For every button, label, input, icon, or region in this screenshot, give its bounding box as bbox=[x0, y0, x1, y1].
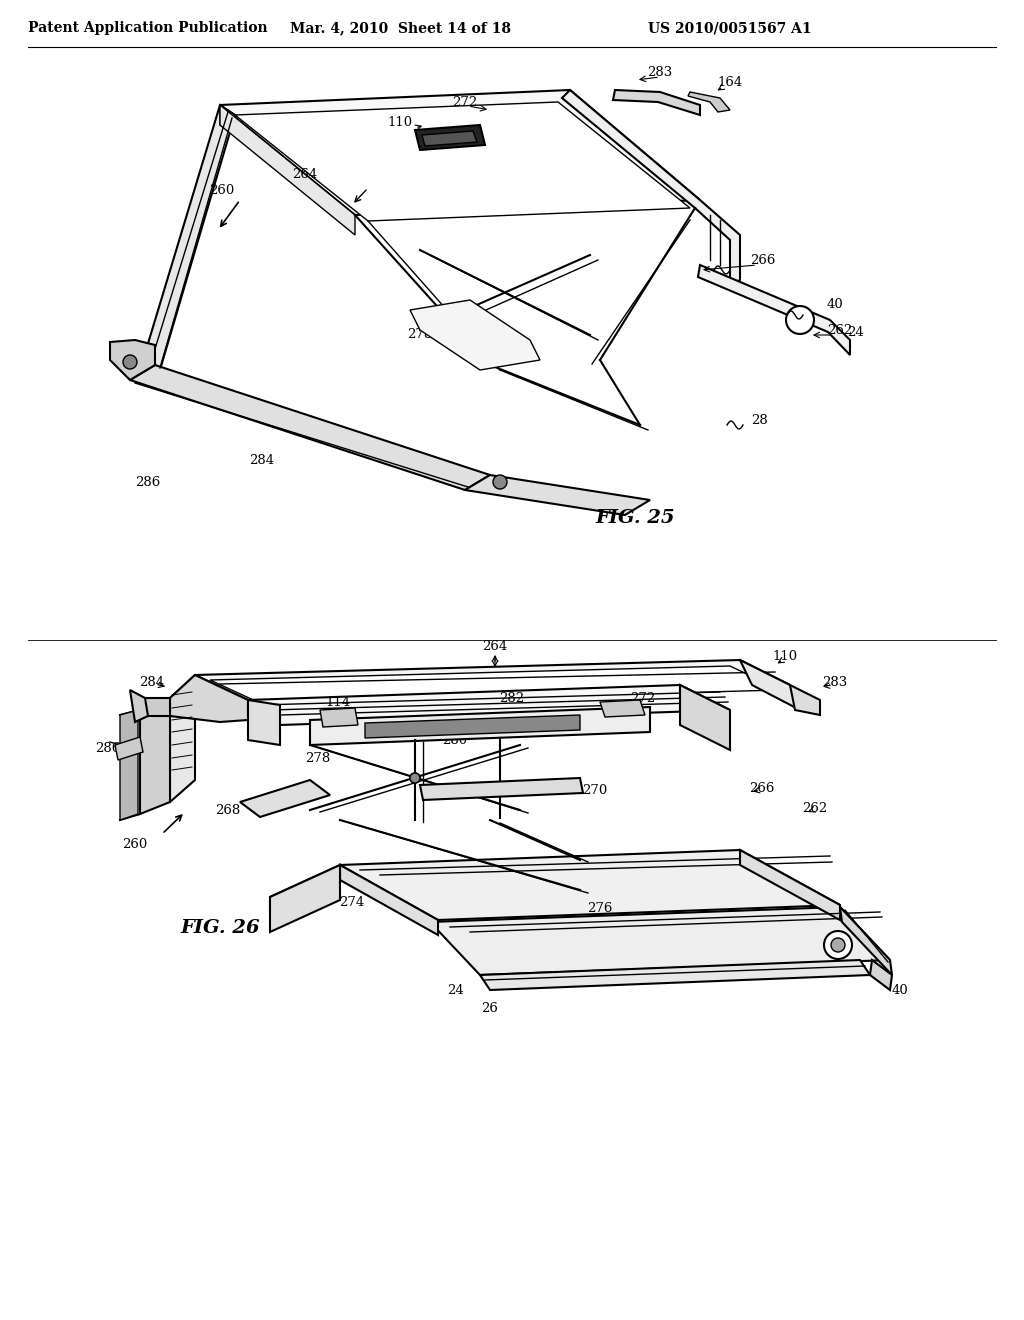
Polygon shape bbox=[422, 131, 477, 147]
Polygon shape bbox=[140, 698, 170, 715]
Circle shape bbox=[493, 475, 507, 488]
Text: 282: 282 bbox=[442, 304, 468, 317]
Text: FIG. 26: FIG. 26 bbox=[180, 919, 260, 937]
Text: 24: 24 bbox=[847, 326, 863, 338]
Polygon shape bbox=[870, 960, 892, 990]
Text: 272: 272 bbox=[453, 95, 477, 108]
Polygon shape bbox=[234, 102, 690, 220]
Text: 284: 284 bbox=[250, 454, 274, 466]
Text: 270: 270 bbox=[583, 784, 607, 796]
Polygon shape bbox=[319, 708, 358, 727]
Polygon shape bbox=[270, 865, 340, 912]
Polygon shape bbox=[430, 907, 890, 975]
Polygon shape bbox=[562, 90, 740, 285]
Polygon shape bbox=[210, 667, 780, 704]
Polygon shape bbox=[613, 90, 700, 115]
Polygon shape bbox=[420, 777, 583, 800]
Text: 268: 268 bbox=[215, 804, 241, 817]
Polygon shape bbox=[340, 865, 438, 935]
Text: 262: 262 bbox=[827, 323, 853, 337]
Polygon shape bbox=[248, 685, 730, 725]
Text: 272: 272 bbox=[631, 693, 655, 705]
Polygon shape bbox=[340, 850, 840, 920]
Polygon shape bbox=[240, 780, 330, 817]
Polygon shape bbox=[220, 106, 355, 235]
Text: 262: 262 bbox=[803, 801, 827, 814]
Text: 278: 278 bbox=[408, 329, 432, 342]
Circle shape bbox=[831, 939, 845, 952]
Polygon shape bbox=[170, 675, 248, 722]
Text: 164: 164 bbox=[718, 77, 742, 90]
Polygon shape bbox=[270, 865, 340, 932]
Text: 28: 28 bbox=[752, 413, 768, 426]
Text: Mar. 4, 2010  Sheet 14 of 18: Mar. 4, 2010 Sheet 14 of 18 bbox=[290, 21, 511, 36]
Circle shape bbox=[123, 355, 137, 370]
Polygon shape bbox=[130, 366, 490, 490]
Polygon shape bbox=[600, 700, 645, 717]
Text: 266: 266 bbox=[750, 781, 775, 795]
Polygon shape bbox=[120, 710, 138, 820]
Polygon shape bbox=[415, 125, 485, 150]
Text: Patent Application Publication: Patent Application Publication bbox=[29, 21, 268, 36]
Text: 266: 266 bbox=[751, 253, 776, 267]
Polygon shape bbox=[248, 700, 280, 744]
Polygon shape bbox=[310, 708, 650, 744]
Polygon shape bbox=[170, 675, 195, 803]
Text: 276: 276 bbox=[588, 902, 612, 915]
Text: 280: 280 bbox=[442, 734, 468, 747]
Text: 274: 274 bbox=[339, 895, 365, 908]
Text: 110: 110 bbox=[387, 116, 413, 129]
Polygon shape bbox=[680, 685, 730, 750]
Circle shape bbox=[786, 306, 814, 334]
Polygon shape bbox=[140, 106, 234, 380]
Text: 264: 264 bbox=[293, 169, 317, 181]
Polygon shape bbox=[220, 106, 234, 135]
Text: 282: 282 bbox=[378, 722, 402, 734]
Text: US 2010/0051567 A1: US 2010/0051567 A1 bbox=[648, 21, 812, 36]
Text: 260: 260 bbox=[209, 183, 234, 197]
Text: 26: 26 bbox=[481, 1002, 499, 1015]
Text: 110: 110 bbox=[772, 651, 798, 664]
Text: 40: 40 bbox=[892, 983, 908, 997]
Circle shape bbox=[410, 774, 420, 783]
Polygon shape bbox=[698, 265, 850, 355]
Polygon shape bbox=[410, 300, 540, 370]
Polygon shape bbox=[110, 341, 155, 380]
Text: 286: 286 bbox=[95, 742, 121, 755]
Polygon shape bbox=[840, 907, 892, 975]
Polygon shape bbox=[115, 737, 143, 760]
Polygon shape bbox=[688, 92, 730, 112]
Text: 40: 40 bbox=[826, 298, 844, 312]
Text: FIG. 25: FIG. 25 bbox=[595, 510, 675, 527]
Polygon shape bbox=[740, 660, 800, 710]
Text: 283: 283 bbox=[822, 676, 848, 689]
Text: 282: 282 bbox=[500, 692, 524, 705]
Text: 114: 114 bbox=[326, 696, 350, 709]
Polygon shape bbox=[130, 690, 148, 722]
Text: 283: 283 bbox=[647, 66, 673, 78]
Polygon shape bbox=[480, 960, 870, 990]
Polygon shape bbox=[465, 475, 650, 515]
Text: 278: 278 bbox=[305, 751, 331, 764]
Polygon shape bbox=[790, 685, 820, 715]
Text: 24: 24 bbox=[446, 983, 464, 997]
Polygon shape bbox=[140, 698, 170, 814]
Polygon shape bbox=[740, 850, 840, 920]
Polygon shape bbox=[220, 90, 700, 215]
Polygon shape bbox=[195, 660, 790, 700]
Polygon shape bbox=[365, 715, 580, 738]
Text: 286: 286 bbox=[135, 475, 161, 488]
Circle shape bbox=[410, 774, 420, 783]
Text: 264: 264 bbox=[482, 640, 508, 653]
Text: 260: 260 bbox=[123, 838, 147, 851]
Text: 284: 284 bbox=[139, 676, 165, 689]
Circle shape bbox=[824, 931, 852, 960]
